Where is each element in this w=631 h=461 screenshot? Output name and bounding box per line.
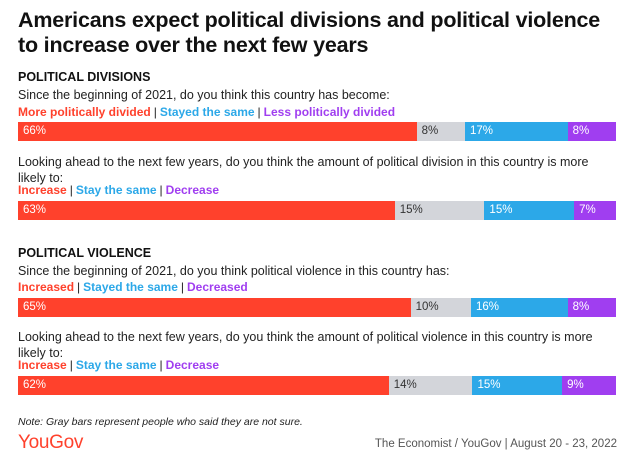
question-2: Looking ahead to the next few years, do … [18,155,589,185]
legend-separator: | [159,358,163,372]
question-1: Since the beginning of 2021, do you thin… [18,88,390,102]
legend-item: Increased [18,280,75,294]
bar-segment: 66% [18,122,417,141]
legend-separator: | [69,358,73,372]
legend-3: Increased | Stayed the same | Decreased [18,280,248,294]
legend-2: Increase | Stay the same | Decrease [18,183,219,197]
legend-separator: | [153,105,157,119]
bar-segment: 62% [18,376,389,395]
bar-segment: 63% [18,201,395,220]
stacked-bar-2: 63% 15% 15% 7% [18,201,616,220]
legend-item: Stayed the same [159,105,255,119]
bar-segment-not-sure: 15% [394,201,485,220]
yougov-logo: YouGov [18,432,84,453]
chart-title: Americans expect political divisions and… [18,8,601,57]
legend-item: Increase [18,358,67,372]
stacked-bar-1: 66% 8% 17% 8% [18,122,616,141]
question-3: Since the beginning of 2021, do you thin… [18,264,450,278]
bar-segment-not-sure: 10% [410,298,472,317]
legend-item: More politically divided [18,105,151,119]
legend-item: Decrease [165,358,220,372]
bar-segment: 15% [472,376,563,395]
legend-item: Stay the same [75,358,157,372]
section-heading-violence: POLITICAL VIOLENCE [18,246,152,260]
section-heading-divisions: POLITICAL DIVISIONS [18,70,151,84]
legend-separator: | [69,183,73,197]
legend-item: Stayed the same [83,280,178,294]
source-credit: The Economist / YouGov | August 20 - 23,… [374,438,617,450]
bar-segment: 8% [567,122,616,141]
footnote: Note: Gray bars represent people who sai… [18,416,303,428]
stacked-bar-3: 65% 10% 16% 8% [18,298,616,317]
bar-segment: 9% [562,376,616,395]
legend-separator: | [180,280,185,294]
bar-segment-not-sure: 8% [416,122,465,141]
bar-segment: 16% [471,298,568,317]
legend-item: Decrease [165,183,220,197]
legend-item: Stay the same [75,183,157,197]
legend-item: Increase [18,183,67,197]
legend-separator: | [159,183,163,197]
legend-item: Decreased [187,280,248,294]
bar-segment: 65% [18,298,411,317]
stacked-bar-4: 62% 14% 15% 9% [18,376,616,395]
bar-segment: 17% [464,122,568,141]
legend-separator: | [257,105,261,119]
legend-1: More politically divided | Stayed the same… [18,105,395,119]
bar-segment: 8% [567,298,616,317]
bar-segment: 7% [574,201,616,220]
bar-segment-not-sure: 14% [388,376,473,395]
legend-4: Increase | Stay the same | Decrease [18,358,219,372]
question-4: Looking ahead to the next few years, do … [18,330,593,360]
bar-segment: 15% [484,201,575,220]
legend-item: Less politically divided [263,105,396,119]
legend-separator: | [77,280,81,294]
